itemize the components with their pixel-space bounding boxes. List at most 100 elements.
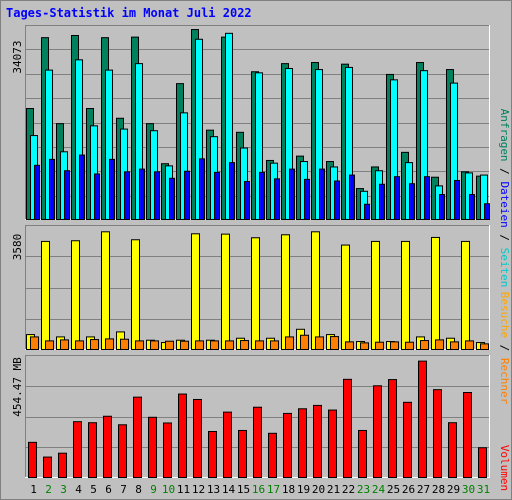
bar-rechner bbox=[435, 339, 444, 350]
bar-volumen bbox=[43, 456, 52, 478]
bar-rechner bbox=[210, 340, 219, 350]
bar-dateien bbox=[199, 158, 205, 221]
legend-separator: / bbox=[498, 338, 511, 358]
bar-rechner bbox=[390, 341, 399, 351]
bar-volumen bbox=[478, 447, 487, 478]
bar-dateien bbox=[349, 174, 355, 220]
bar-dateien bbox=[319, 168, 325, 220]
bar-besuche bbox=[41, 240, 50, 350]
bar-volumen bbox=[28, 441, 37, 478]
x-tick-label: 18 bbox=[282, 483, 295, 496]
bar-dateien bbox=[304, 178, 310, 220]
bar-volumen bbox=[238, 429, 247, 479]
x-tick-label: 7 bbox=[120, 483, 127, 496]
x-tick-label: 30 bbox=[462, 483, 475, 496]
bar-besuche bbox=[461, 240, 470, 350]
x-tick-label: 5 bbox=[90, 483, 97, 496]
bar-besuche bbox=[251, 237, 260, 350]
bar-besuche bbox=[401, 240, 410, 350]
x-tick-label: 24 bbox=[372, 483, 386, 496]
legend-top: Anfragen / Dateien / Seiten bbox=[498, 109, 511, 288]
bar-rechner bbox=[405, 341, 414, 350]
bar-volumen bbox=[298, 408, 307, 478]
x-tick-label: 25 bbox=[387, 483, 400, 496]
bar-volumen bbox=[163, 422, 172, 478]
bar-volumen bbox=[88, 422, 97, 479]
bar-dateien bbox=[439, 194, 445, 220]
bar-volumen bbox=[358, 429, 367, 479]
bar-rechner bbox=[420, 340, 429, 351]
x-tick-label: 31 bbox=[477, 483, 490, 496]
bar-volumen bbox=[388, 379, 397, 478]
x-tick-label: 23 bbox=[357, 483, 370, 496]
x-tick-label: 16 bbox=[252, 483, 265, 496]
bar-dateien bbox=[169, 177, 175, 221]
bar-dateien bbox=[229, 162, 235, 221]
x-tick-label: 19 bbox=[297, 483, 310, 496]
legend-entry: Seiten bbox=[498, 248, 511, 288]
bar-besuche bbox=[221, 233, 230, 350]
top-max-label: 34073 bbox=[11, 40, 24, 73]
x-tick-label: 8 bbox=[135, 483, 142, 496]
bar-dateien bbox=[259, 171, 265, 220]
legend-bottom: Volumen bbox=[498, 445, 511, 491]
bar-dateien bbox=[364, 203, 370, 221]
x-tick-label: 10 bbox=[162, 483, 175, 496]
bar-volumen bbox=[403, 401, 412, 478]
x-tick-label: 20 bbox=[312, 483, 325, 496]
bar-rechner bbox=[375, 341, 384, 350]
bar-rechner bbox=[360, 342, 369, 350]
legend-separator: / bbox=[498, 162, 511, 182]
bar-rechner bbox=[450, 341, 459, 351]
bar-rechner bbox=[195, 340, 204, 350]
legend-entry: Rechner bbox=[498, 358, 511, 405]
bar-dateien bbox=[49, 158, 55, 220]
bar-dateien bbox=[124, 171, 130, 220]
bar-volumen bbox=[73, 421, 82, 479]
bar-rechner bbox=[120, 338, 129, 351]
bar-dateien bbox=[79, 154, 85, 221]
x-tick-label: 14 bbox=[222, 483, 236, 496]
bar-volumen bbox=[103, 415, 112, 479]
bar-dateien bbox=[64, 170, 70, 220]
bar-volumen bbox=[118, 424, 127, 478]
x-tick-label: 6 bbox=[105, 483, 112, 496]
bar-rechner bbox=[90, 339, 99, 350]
bar-dateien bbox=[379, 183, 385, 220]
bar-besuche bbox=[431, 236, 440, 351]
bar-besuche bbox=[101, 231, 110, 350]
bar-volumen bbox=[148, 416, 157, 478]
bar-besuche bbox=[311, 231, 320, 350]
bar-rechner bbox=[105, 338, 114, 351]
bar-rechner bbox=[225, 340, 234, 350]
bar-besuche bbox=[341, 244, 350, 351]
bar-rechner bbox=[165, 340, 174, 350]
bar-dateien bbox=[244, 181, 250, 221]
bar-dateien bbox=[484, 203, 490, 221]
bar-rechner bbox=[330, 336, 339, 351]
bar-dateien bbox=[34, 164, 40, 220]
x-tick-label: 22 bbox=[342, 483, 355, 496]
bar-dateien bbox=[454, 179, 460, 220]
legend-entry: Dateien bbox=[498, 181, 511, 227]
bar-rechner bbox=[270, 340, 279, 350]
x-tick-label: 9 bbox=[150, 483, 157, 496]
x-tick-label: 3 bbox=[60, 483, 67, 496]
bar-volumen bbox=[313, 404, 322, 478]
x-tick-label: 27 bbox=[417, 483, 430, 496]
bar-volumen bbox=[343, 378, 352, 479]
bar-rechner bbox=[150, 340, 159, 350]
bar-volumen bbox=[253, 406, 262, 478]
bar-volumen bbox=[448, 422, 457, 479]
bar-dateien bbox=[109, 158, 115, 220]
bar-volumen bbox=[133, 396, 142, 478]
bar-rechner bbox=[285, 336, 294, 350]
bar-volumen bbox=[433, 389, 442, 478]
bar-rechner bbox=[45, 340, 54, 350]
bar-dateien bbox=[334, 180, 340, 221]
bar-dateien bbox=[184, 170, 190, 220]
bar-dateien bbox=[409, 183, 415, 220]
x-tick-label: 29 bbox=[447, 483, 460, 496]
x-tick-label: 2 bbox=[45, 483, 52, 496]
bar-volumen bbox=[193, 398, 202, 478]
